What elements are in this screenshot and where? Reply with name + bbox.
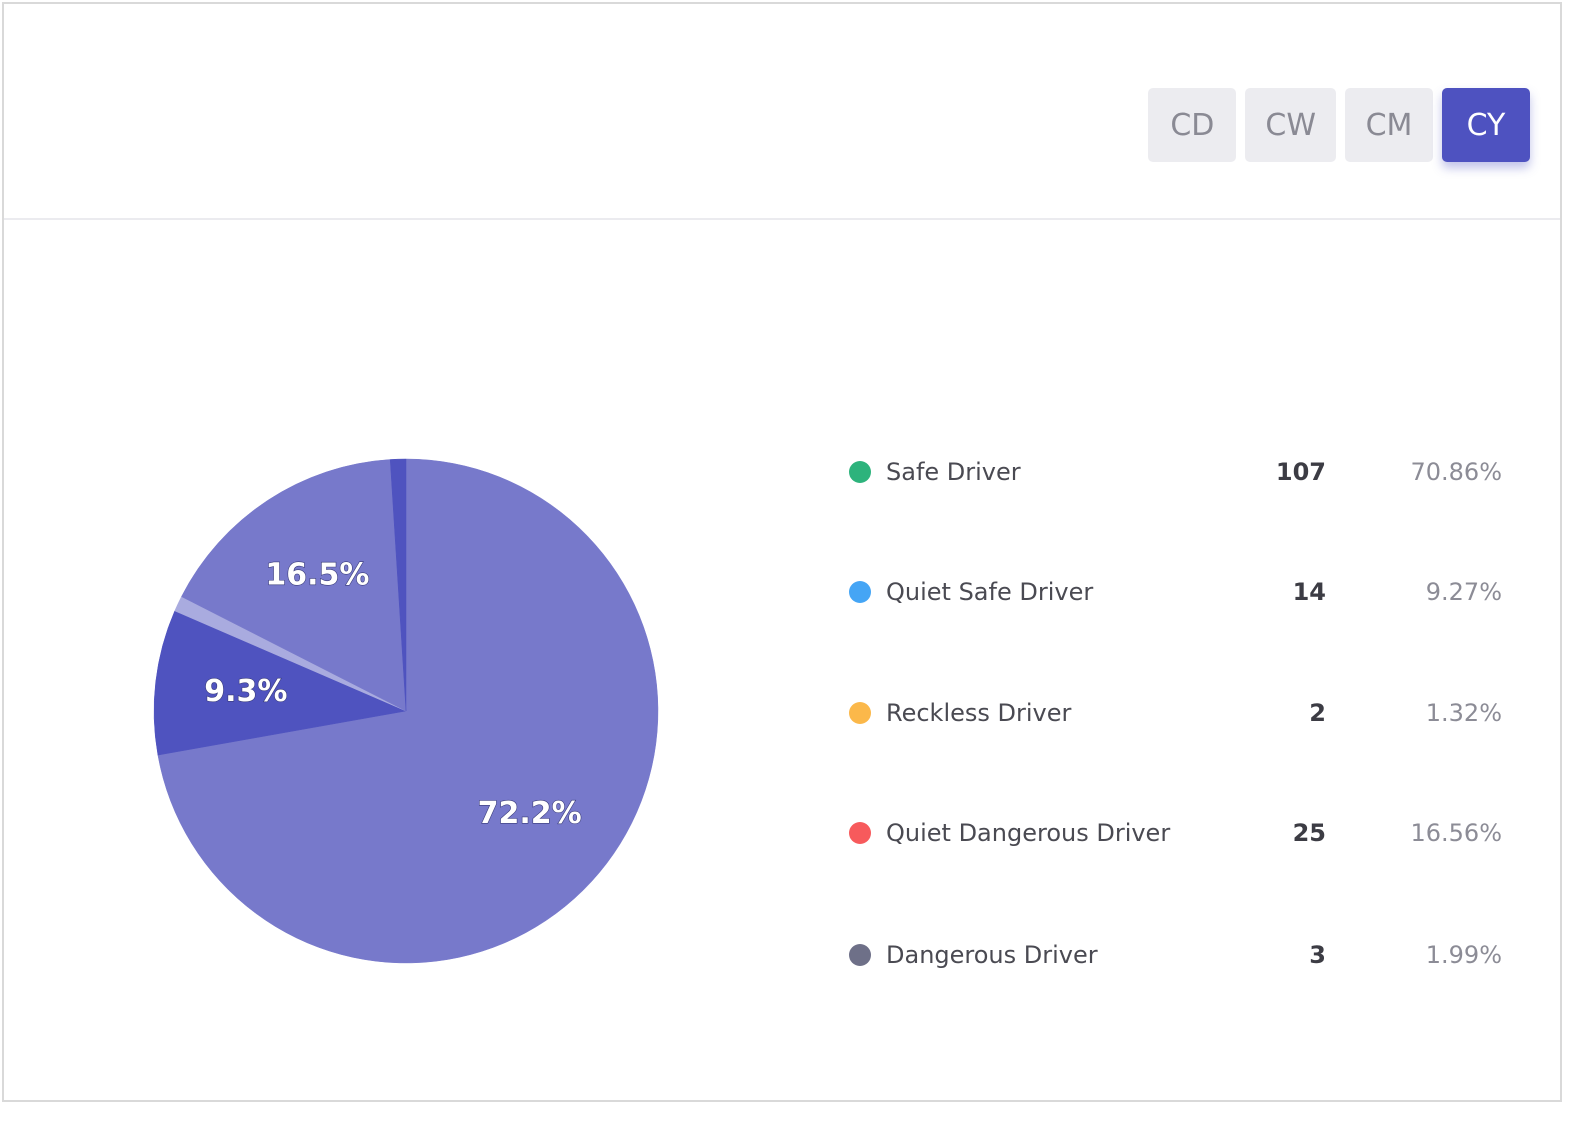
legend-count: 14 — [1292, 578, 1326, 606]
legend-item-safe-driver[interactable]: Safe Driver 107 70.86% — [846, 444, 1506, 500]
period-button-cm[interactable]: CM — [1345, 88, 1433, 162]
pie-slice[interactable] — [153, 610, 407, 756]
legend-percent: 16.56% — [1410, 819, 1502, 847]
pie-chart: 72.2% 9.3% 16.5% — [152, 457, 660, 965]
legend-percent: 1.32% — [1425, 699, 1502, 727]
legend-label: Quiet Safe Driver — [886, 578, 1094, 606]
pie-chart-svg: 72.2% 9.3% 16.5% — [153, 458, 659, 964]
period-button-cd[interactable]: CD — [1148, 88, 1237, 162]
pie-slice-label: 16.5% — [265, 558, 369, 593]
legend-label: Reckless Driver — [886, 699, 1072, 727]
legend-count: 2 — [1309, 699, 1326, 727]
legend-dot — [849, 944, 871, 966]
legend-dot — [849, 822, 871, 844]
legend-count: 3 — [1309, 941, 1326, 969]
pie-slice[interactable] — [157, 458, 659, 964]
legend-label: Dangerous Driver — [886, 941, 1098, 969]
pie-slice[interactable] — [389, 458, 407, 712]
legend-count: 25 — [1292, 819, 1326, 847]
card-header: CD CW CM CY — [4, 4, 1560, 220]
pie-slice[interactable] — [181, 459, 407, 712]
legend-percent: 9.27% — [1425, 578, 1502, 606]
legend-item-quiet-dangerous-driver[interactable]: Quiet Dangerous Driver 25 16.56% — [846, 805, 1506, 861]
legend-percent: 1.99% — [1425, 941, 1502, 969]
legend-item-reckless-driver[interactable]: Reckless Driver 2 1.32% — [846, 685, 1506, 741]
period-button-cw[interactable]: CW — [1245, 88, 1336, 162]
driver-distribution-card: CD CW CM CY 72.2% 9.3% 16.5% Safe Driver 1… — [2, 2, 1562, 1102]
legend-dot — [849, 461, 871, 483]
legend-percent: 70.86% — [1410, 458, 1502, 486]
legend-item-quiet-safe-driver[interactable]: Quiet Safe Driver 14 9.27% — [846, 564, 1506, 620]
legend-dot — [849, 581, 871, 603]
legend-dot — [849, 702, 871, 724]
legend-label: Safe Driver — [886, 458, 1021, 486]
legend-item-dangerous-driver[interactable]: Dangerous Driver 3 1.99% — [846, 927, 1506, 983]
legend-label: Quiet Dangerous Driver — [886, 819, 1171, 847]
pie-slice-label: 9.3% — [204, 674, 287, 709]
pie-slice-label: 72.2% — [478, 796, 582, 831]
period-selector: CD CW CM CY — [1148, 88, 1530, 162]
period-button-cy[interactable]: CY — [1442, 88, 1530, 162]
legend-count: 107 — [1275, 458, 1326, 486]
